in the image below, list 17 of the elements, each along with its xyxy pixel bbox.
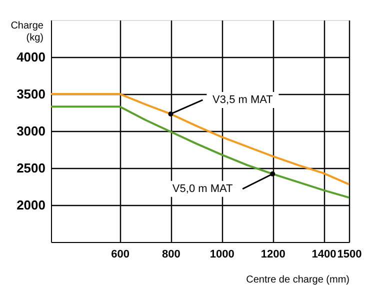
x-tick-label: 1400 <box>312 248 336 260</box>
x-tick-label: 600 <box>111 248 130 260</box>
annotation: V5,0 m MAT <box>172 182 234 195</box>
x-axis-title: Centre de charge (mm) <box>246 274 350 285</box>
x-tick-label: 1500 <box>337 248 362 260</box>
line-series <box>50 106 350 199</box>
line-series <box>50 93 350 186</box>
y-tick-label: 2500 <box>16 160 46 176</box>
x-tick-label: 1000 <box>210 248 234 260</box>
y-axis-title: Charge (kg) <box>10 20 44 44</box>
x-tick-label: 1200 <box>260 248 286 260</box>
y-tick-label: 3000 <box>16 124 46 138</box>
annotation: V3,5 m MAT <box>212 94 274 106</box>
x-tick-label: 800 <box>162 248 180 260</box>
y-tick-label: 3500 <box>16 86 46 102</box>
y-tick-label: 4000 <box>16 50 46 64</box>
y-tick-label: 2000 <box>16 198 46 212</box>
